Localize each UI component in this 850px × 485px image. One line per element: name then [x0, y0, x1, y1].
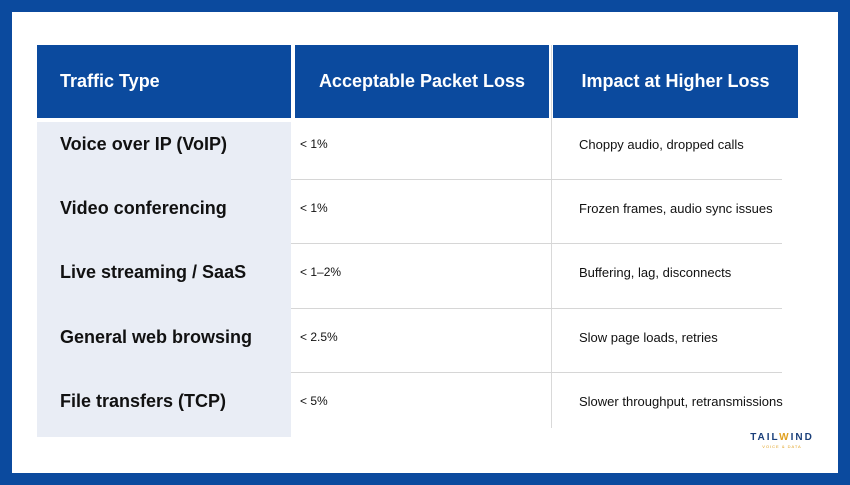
header-traffic-type: Traffic Type [37, 45, 291, 118]
table-row: General web browsing < 2.5% Slow page lo… [37, 305, 837, 369]
packet-loss-cell: < 5% [300, 394, 328, 408]
table-row: Voice over IP (VoIP) < 1% Choppy audio, … [37, 112, 837, 176]
traffic-type-cell: Live streaming / SaaS [60, 261, 247, 282]
traffic-type-cell: General web browsing [60, 326, 253, 347]
traffic-type-cell: Voice over IP (VoIP) [60, 133, 228, 154]
tailwind-logo: TAILWIND VOICE & DATA [742, 432, 822, 449]
column-divider [551, 45, 552, 428]
table-card: Traffic Type Acceptable Packet Loss Impa… [12, 12, 838, 473]
row-divider [291, 179, 782, 180]
impact-cell: Slower throughput, retransmissions [579, 393, 783, 409]
table-row: Video conferencing < 1% Frozen frames, a… [37, 176, 837, 240]
row-divider [291, 372, 782, 373]
table-row: File transfers (TCP) < 5% Slower through… [37, 369, 837, 433]
first-column-background [37, 122, 291, 437]
logo-wordmark: TAILWIND [750, 432, 814, 443]
row-divider [291, 243, 782, 244]
packet-loss-cell: < 1% [300, 137, 328, 151]
row-divider [291, 308, 782, 309]
impact-cell: Choppy audio, dropped calls [579, 136, 744, 152]
logo-tagline: VOICE & DATA [762, 444, 802, 449]
impact-cell: Buffering, lag, disconnects [579, 264, 732, 280]
traffic-type-cell: Video conferencing [60, 197, 227, 218]
traffic-type-cell: File transfers (TCP) [60, 390, 227, 411]
table-row: Live streaming / SaaS < 1–2% Buffering, … [37, 240, 837, 304]
packet-loss-cell: < 2.5% [300, 330, 338, 344]
packet-loss-cell: < 1–2% [300, 265, 342, 279]
header-impact-at-higher-loss: Impact at Higher Loss [553, 45, 798, 118]
impact-cell: Slow page loads, retries [579, 329, 718, 345]
impact-cell: Frozen frames, audio sync issues [579, 200, 773, 216]
packet-loss-cell: < 1% [300, 201, 328, 215]
header-acceptable-packet-loss: Acceptable Packet Loss [295, 45, 549, 118]
